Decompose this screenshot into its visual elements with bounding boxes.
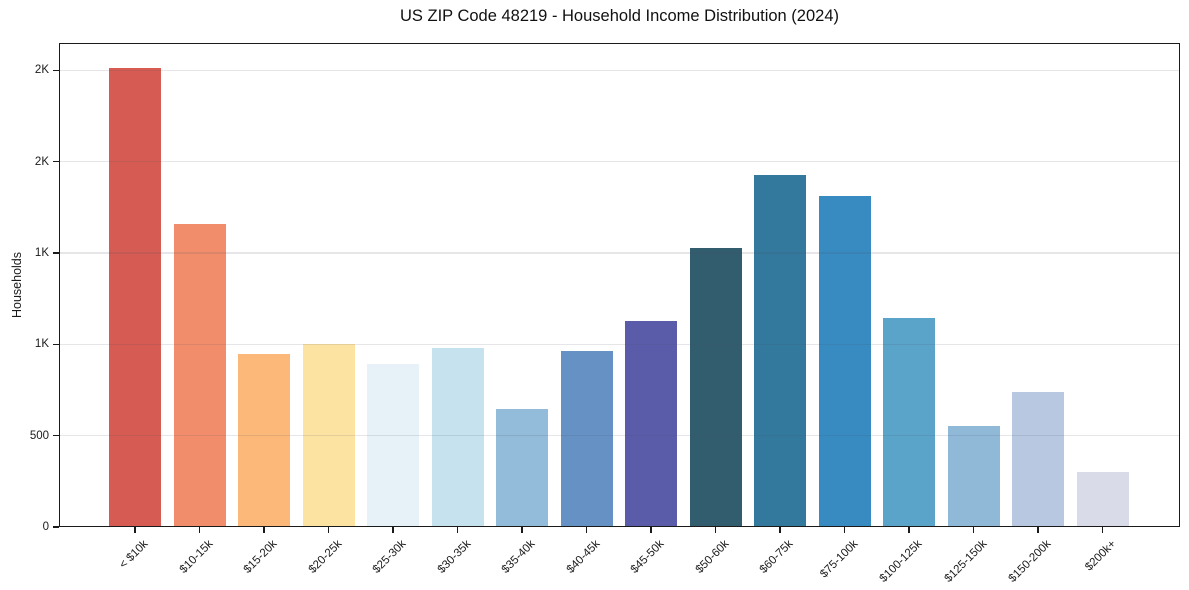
x-tick-mark [972, 527, 975, 533]
x-tick-label: $150-200k [1006, 538, 1054, 585]
y-axis-label: Households [10, 252, 24, 319]
x-tick-label: $125-150k [942, 538, 989, 585]
bar [431, 348, 484, 527]
y-tick-mark [53, 160, 59, 163]
x-tick-mark [521, 527, 523, 533]
plot-area: 0 500 1K 1K 2K 2K < $10k $10-15k $15-20k $20-25k $… [30, 43, 1180, 585]
x-tick-mark [392, 527, 394, 533]
y-tick-label: 1K [34, 247, 49, 260]
x-tick-mark [327, 527, 330, 533]
x-tick-label: $45-50k [628, 538, 667, 576]
x-tick-label: $200k+ [1082, 538, 1118, 574]
x-tick-label: $75-100k [817, 538, 860, 581]
bar [560, 350, 613, 527]
bar [109, 67, 161, 527]
x-tick-mark [843, 527, 846, 533]
x-tick-label: $10-15k [177, 538, 215, 576]
bar [818, 196, 871, 527]
y-tick-label: 2K [34, 64, 49, 77]
x-tick-mark [714, 527, 717, 533]
x-tick-mark [779, 527, 781, 533]
y-tick-mark [53, 434, 59, 437]
bar [496, 409, 548, 527]
bar [754, 174, 806, 527]
y-tick-mark [53, 526, 59, 528]
y-tick-label: 1K [34, 338, 49, 351]
x-tick-mark [198, 527, 201, 533]
x-tick-label: $35-40k [499, 538, 538, 576]
x-tick-mark [263, 527, 265, 533]
y-tick-label: 0 [42, 521, 49, 533]
bar [302, 344, 355, 527]
gridline [59, 252, 1180, 254]
gridline [59, 343, 1180, 346]
bar [947, 425, 1000, 527]
bar [883, 317, 935, 527]
bar [689, 247, 742, 527]
x-tick-mark [1037, 527, 1039, 533]
x-tick-label: $100-125k [877, 538, 925, 585]
chart-title: US ZIP Code 48219 - Household Income Dis… [399, 7, 839, 25]
x-tick-label: $25-30k [370, 538, 409, 576]
gridline [59, 160, 1180, 163]
x-tick-mark [456, 527, 459, 533]
x-tick-mark [650, 527, 652, 533]
bar [238, 353, 290, 527]
x-tick-mark [585, 527, 588, 533]
bar [1012, 391, 1064, 527]
gridline [59, 69, 1180, 72]
x-tick-label: $50-60k [693, 538, 731, 576]
bar [1076, 472, 1129, 527]
x-tick-mark [1101, 527, 1104, 533]
x-tick-mark [134, 527, 136, 533]
y-tick-mark [53, 69, 59, 72]
y-tick-label: 2K [34, 155, 49, 168]
x-tick-label: $40-45k [564, 538, 602, 576]
x-tick-label: $15-20k [241, 538, 280, 576]
x-tick-label: $20-25k [306, 538, 344, 576]
x-tick-label: $30-35k [435, 538, 473, 576]
bar [625, 320, 677, 527]
bar [173, 223, 226, 527]
bar [367, 363, 419, 527]
y-tick-mark [53, 343, 59, 346]
x-tick-mark [908, 527, 910, 533]
y-tick-mark [53, 252, 59, 254]
x-tick-label: $60-75k [757, 538, 796, 576]
x-tick-label: < $10k [117, 538, 151, 572]
y-tick-label: 500 [29, 429, 49, 442]
